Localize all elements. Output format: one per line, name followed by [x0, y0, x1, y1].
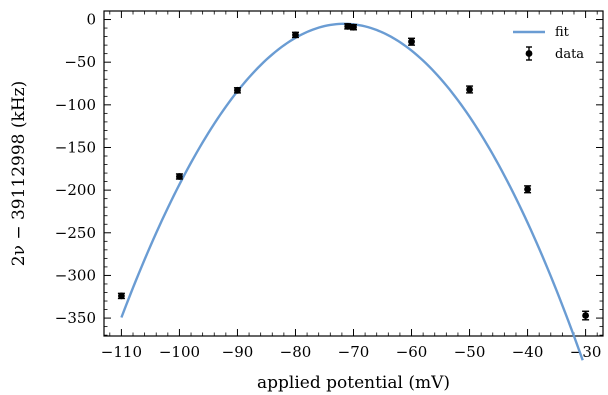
data-point	[344, 22, 352, 30]
x-tick-label: −50	[454, 343, 486, 361]
axis-ticks	[104, 10, 603, 336]
y-tick-label: −300	[55, 266, 96, 284]
fit-curve	[120, 22, 584, 361]
x-tick-label: −80	[280, 343, 312, 361]
x-tick-label: −40	[512, 343, 544, 361]
y-tick-label: −350	[55, 309, 96, 327]
data-marker	[466, 86, 473, 93]
x-tick-label: −110	[101, 343, 142, 361]
legend-fit-label: fit	[555, 25, 570, 40]
x-tick-label: −30	[570, 343, 602, 361]
data-point	[233, 86, 241, 94]
y-axis-label: 2ν − 39112998 (kHz)	[9, 81, 29, 266]
data-marker	[234, 86, 241, 94]
data-point	[175, 173, 183, 180]
x-tick-label: −70	[338, 343, 370, 361]
y-tick-label: −150	[55, 138, 96, 156]
data-point	[291, 31, 299, 39]
x-tick-label: −60	[396, 343, 428, 361]
data-marker	[582, 312, 589, 319]
y-tick-label: −200	[55, 181, 96, 199]
data-point	[408, 37, 416, 46]
data-marker	[524, 185, 531, 193]
data-point	[350, 23, 357, 31]
x-tick-label: −90	[222, 343, 254, 361]
data-marker	[350, 23, 357, 31]
data-point	[466, 85, 474, 94]
y-tick-label: 0	[86, 11, 96, 29]
data-point	[524, 185, 532, 194]
data-point	[582, 310, 590, 321]
legend-data-marker	[525, 50, 533, 57]
y-tick-label: −50	[64, 53, 96, 71]
data-points	[117, 22, 590, 321]
y-tick-label: −250	[55, 224, 96, 242]
x-axis-label: applied potential (mV)	[257, 373, 450, 393]
data-point	[117, 292, 125, 300]
y-tick-label: −100	[55, 96, 96, 114]
data-marker	[344, 22, 352, 30]
x-tick-label: −100	[159, 343, 200, 361]
tick-labels: −110 −100 −90 −80 −70 −60 −50 −40 −300−50−100−15…	[55, 11, 602, 361]
data-marker	[292, 31, 299, 39]
data-marker	[408, 38, 415, 46]
data-marker	[176, 173, 183, 180]
data-marker	[118, 292, 125, 300]
legend-data-label: data	[555, 47, 584, 62]
legend: fit data	[513, 25, 584, 62]
